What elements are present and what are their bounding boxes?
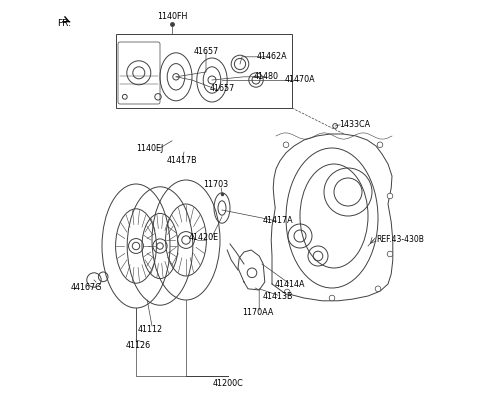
Text: 41200C: 41200C xyxy=(213,380,243,388)
Text: 41420E: 41420E xyxy=(189,234,219,242)
Circle shape xyxy=(283,142,289,148)
Text: 1170AA: 1170AA xyxy=(242,308,274,317)
Text: 41112: 41112 xyxy=(137,326,163,334)
Text: 41417A: 41417A xyxy=(263,216,293,225)
Text: 41462A: 41462A xyxy=(257,52,288,61)
Text: 41480: 41480 xyxy=(253,72,278,81)
Circle shape xyxy=(284,289,290,295)
Text: 41657: 41657 xyxy=(209,84,235,93)
Text: FR.: FR. xyxy=(57,19,71,28)
Circle shape xyxy=(387,251,393,257)
Text: 44167G: 44167G xyxy=(70,284,102,292)
Circle shape xyxy=(375,286,381,292)
Circle shape xyxy=(377,142,383,148)
Circle shape xyxy=(387,193,393,199)
Text: 41413B: 41413B xyxy=(263,292,293,301)
Text: 1140EJ: 1140EJ xyxy=(136,144,164,153)
Text: 41417B: 41417B xyxy=(167,156,197,165)
Text: 41414A: 41414A xyxy=(275,280,305,289)
Text: 41470A: 41470A xyxy=(285,76,315,84)
Text: REF.43-430B: REF.43-430B xyxy=(376,236,424,244)
Text: 41126: 41126 xyxy=(125,342,151,350)
Text: 1433CA: 1433CA xyxy=(339,120,371,129)
Text: 11703: 11703 xyxy=(204,180,228,189)
Text: 41657: 41657 xyxy=(193,48,218,56)
Text: 1140FH: 1140FH xyxy=(157,12,187,21)
Circle shape xyxy=(329,295,335,301)
